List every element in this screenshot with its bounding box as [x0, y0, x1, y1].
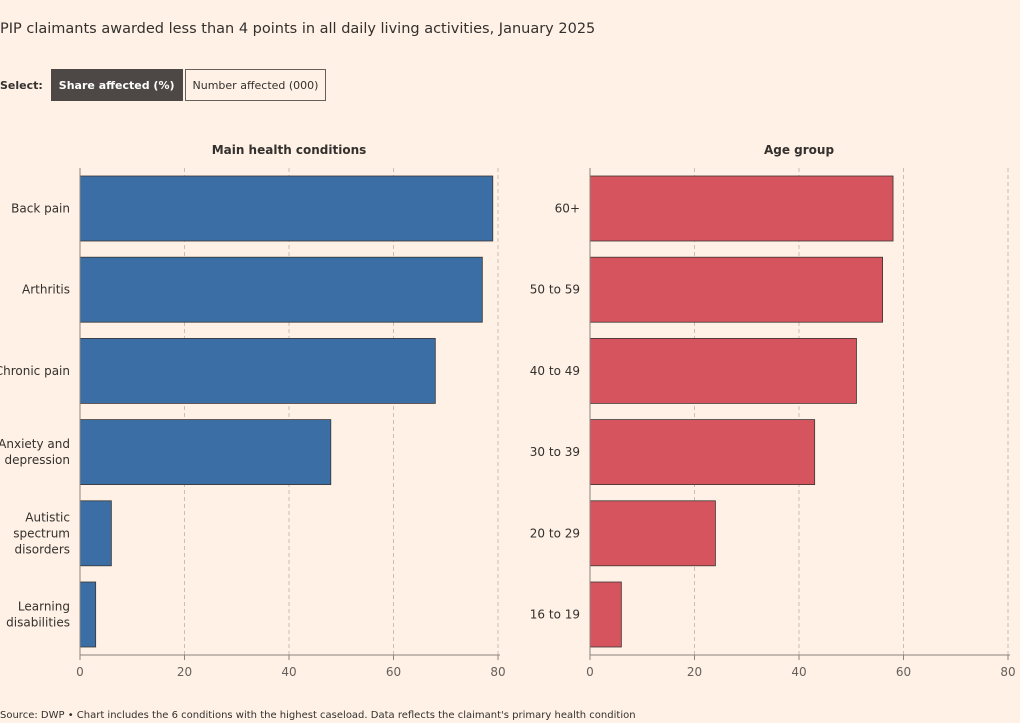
health-panel: Main health conditions Back pain Arthritis…	[0, 143, 506, 679]
health-bar	[79, 175, 494, 242]
age-panel: Age group 60+ 50 to 59 40 to 49 30 to 39 20 t…	[530, 143, 1016, 679]
age-category-label: 30 to 39	[530, 445, 580, 459]
health-category-label: Autistic spectrum disorders	[13, 510, 70, 556]
metric-selector: Select: Share affected (%) Number affect…	[0, 69, 327, 101]
health-tick-label: 20	[177, 665, 192, 679]
health-tick-label: 80	[490, 665, 505, 679]
age-tick-label: 20	[687, 665, 702, 679]
source-note: Source: DWP • Chart includes the 6 condi…	[0, 710, 636, 721]
health-bar	[79, 337, 436, 404]
health-tick-label: 0	[76, 665, 84, 679]
share-affected-button[interactable]: Share affected (%)	[50, 69, 183, 101]
select-label: Select:	[0, 78, 43, 92]
age-bar	[589, 337, 857, 404]
age-tick-label: 60	[896, 665, 911, 679]
age-bar	[589, 256, 884, 323]
health-category-label: Arthritis	[22, 283, 70, 297]
age-panel-title: Age group	[764, 143, 834, 157]
health-bar	[79, 419, 332, 486]
number-affected-button[interactable]: Number affected (000)	[184, 69, 327, 101]
age-bar	[589, 500, 716, 567]
age-category-label: 50 to 59	[530, 283, 580, 297]
age-category-label: 20 to 29	[530, 526, 580, 540]
age-bar	[589, 419, 816, 486]
health-bar	[79, 256, 483, 323]
age-bar	[589, 581, 622, 648]
health-tick-label: 40	[281, 665, 296, 679]
chart-title: PIP claimants awarded less than 4 points…	[0, 21, 596, 37]
health-bar	[79, 581, 97, 648]
health-category-label: Anxiety and depression	[0, 437, 70, 467]
age-category-label: 60+	[555, 202, 580, 216]
age-bar	[589, 175, 894, 242]
health-category-label: Back pain	[11, 202, 70, 216]
age-tick-label: 80	[1000, 665, 1015, 679]
health-category-label: Learning disabilities	[6, 600, 70, 630]
health-panel-title: Main health conditions	[212, 143, 367, 157]
age-category-label: 16 to 19	[530, 608, 580, 622]
health-category-label: Chronic pain	[0, 364, 70, 378]
bar-charts: Main health conditions Back pain Arthritis…	[0, 143, 1016, 679]
age-category-label: 40 to 49	[530, 364, 580, 378]
age-tick-label: 0	[586, 665, 594, 679]
health-bar	[79, 500, 112, 567]
health-tick-label: 60	[386, 665, 401, 679]
age-tick-label: 40	[791, 665, 806, 679]
